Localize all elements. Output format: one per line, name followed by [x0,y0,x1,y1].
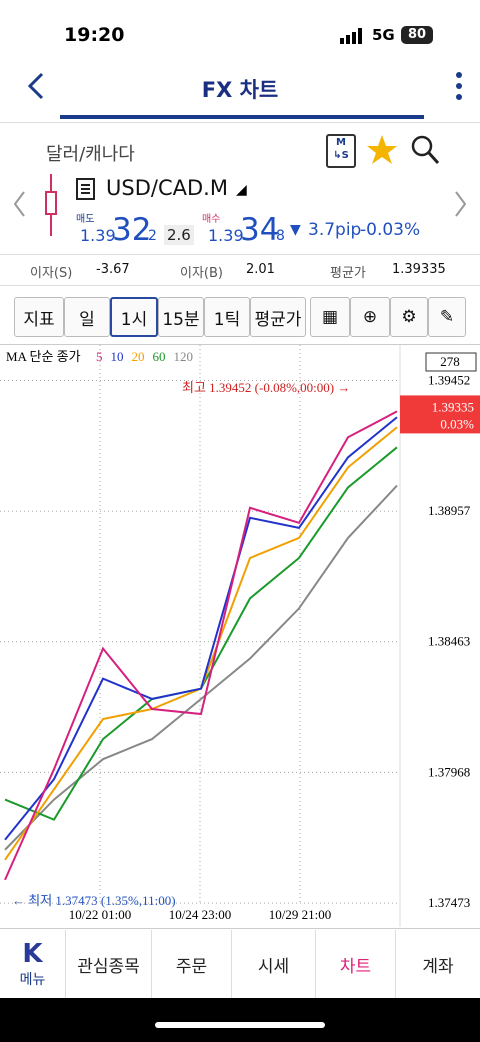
legend-entry: 5 [96,349,103,364]
back-button[interactable] [26,72,46,100]
bid-suffix: 2 [148,228,157,244]
info-value: 1.39335 [392,262,446,277]
ask-label: 매수 [202,214,221,225]
page-title: FX 차트 [201,78,279,102]
info-label: 이자(S) [30,266,73,281]
header-underline [60,115,424,119]
signal-icon [340,28,362,44]
info-label: 평균가 [330,266,366,281]
last-price-box [400,395,480,434]
instrument-symbol[interactable]: USD/CAD.M [106,176,228,200]
ma-line [4,410,398,881]
change-pip: 3.7pip [308,220,362,240]
list-icon[interactable] [76,178,96,200]
status-time: 19:20 [64,24,125,46]
candle-icon [45,174,57,236]
y-tick-label: 1.37968 [428,764,470,779]
toolbar-button[interactable]: 평균가 [250,297,306,337]
nav-item[interactable]: K 메뉴 [0,930,66,998]
count: 278 [440,354,460,369]
home-bar-area [0,998,480,1042]
more-button[interactable] [454,70,464,102]
count-box [425,352,477,372]
search-button[interactable] [410,134,440,166]
nav-item[interactable]: 계좌 [422,956,454,977]
last-price: 1.39335 [432,399,474,414]
legend-title: MA 단순 종가 [6,349,81,364]
toolbar-button[interactable]: 15분 [158,297,204,337]
next-button[interactable] [452,190,468,218]
home-indicator [155,1022,325,1028]
nav-item-active[interactable]: 차트 [316,930,396,998]
ask-suffix: 8 [276,228,285,244]
ma-line [4,416,398,841]
y-tick-label: 1.38463 [428,634,470,649]
prev-button[interactable] [12,190,28,218]
instrument-name: 달러/캐나다 [46,144,135,165]
last-change: 0.03% [440,416,474,431]
legend-entry: 60 [153,349,166,364]
legend-entry: 10 [111,349,124,364]
favorite-star[interactable] [366,134,398,166]
bid-big: 32 [112,212,152,248]
settings-button[interactable]: ⚙ [390,297,428,337]
toolbar-button[interactable]: 지표 [14,297,64,337]
tool-button[interactable]: ✎ [428,297,466,337]
y-tick-label: 1.38957 [428,503,471,518]
ask-prefix: 1.39 [208,226,244,245]
nav-item[interactable]: 관심종목 [66,930,152,998]
ma-line [4,484,398,851]
layout-button[interactable]: ▦ [310,297,350,337]
divider [0,122,480,123]
toolbar-button-selected[interactable]: 1시 [110,297,158,337]
chart: MA 단순 종가 278 최고 1.39452 (-0.08%,00:00) →… [0,345,480,927]
x-tick-label: 10/29 21:00 [269,907,331,922]
ma-line [4,446,398,821]
spread: 2.6 [164,225,194,245]
divider [0,344,480,345]
nav-item[interactable]: 시세 [232,930,316,998]
zoom-button[interactable]: ⊕ [350,297,390,337]
ask-big: 34 [240,212,280,248]
info-label: 이자(B) [180,266,223,281]
ms-button[interactable]: M ↳S [326,134,356,168]
info-value: 2.01 [246,262,275,277]
low-note: ← 최저 1.37473 (1.35%,11:00) [12,893,176,908]
bid-label: 매도 [76,214,95,225]
y-tick-label: 1.39452 [428,373,470,388]
nav-label: 메뉴 [19,972,46,988]
x-tick-label: 10/24 23:00 [169,907,231,922]
down-arrow: ▼ [290,222,301,238]
dropdown-arrow[interactable]: ◢ [236,182,247,198]
bid-prefix: 1.39 [80,226,116,245]
change-pct: -0.03% [360,220,421,240]
nav-item[interactable]: 주문 [152,930,232,998]
legend-entry: 20 [132,349,145,364]
high-note: 최고 1.39452 (-0.08%,00:00) → [182,380,350,395]
toolbar-button[interactable]: 일 [64,297,110,337]
info-row [0,254,480,286]
toolbar-button[interactable]: 1틱 [204,297,250,337]
x-tick-label: 10/22 01:00 [69,907,131,922]
battery: 80 [401,26,433,44]
ma-line [4,426,398,861]
y-tick-label: 1.37473 [428,895,470,910]
network: 5G [372,26,395,44]
legend-entry: 120 [174,349,194,364]
info-value: -3.67 [96,262,130,277]
divider [0,928,480,929]
